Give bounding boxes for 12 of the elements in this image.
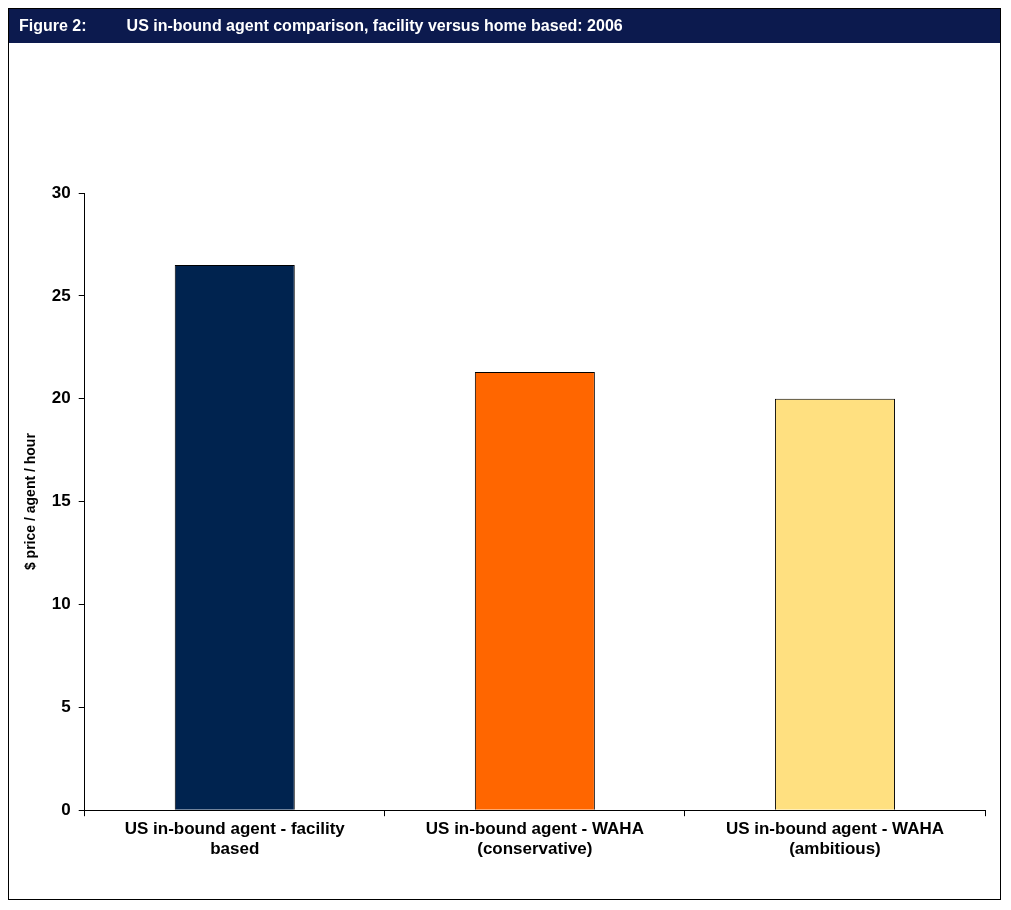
chart-title: Figure 2: US in-bound agent comparison, facility versus home based: 2006 <box>9 9 1000 43</box>
y-tick-label: 5 <box>61 697 71 717</box>
x-tick-label: US in-bound agent - WAHA (ambitious) <box>725 819 945 859</box>
x-tick-label: US in-bound agent - facility based <box>124 819 346 859</box>
y-tick-label: 25 <box>51 285 71 305</box>
y-tick-label: 0 <box>61 799 71 819</box>
y-tick-label: 10 <box>51 594 71 614</box>
y-tick-label: 20 <box>51 388 71 408</box>
y-tick-label: 15 <box>51 491 71 511</box>
y-axis-title: $ price / agent / hour <box>22 432 39 571</box>
y-tick-label: 30 <box>51 182 71 202</box>
x-tick-label: US in-bound agent - WAHA (conservative) <box>425 819 644 859</box>
